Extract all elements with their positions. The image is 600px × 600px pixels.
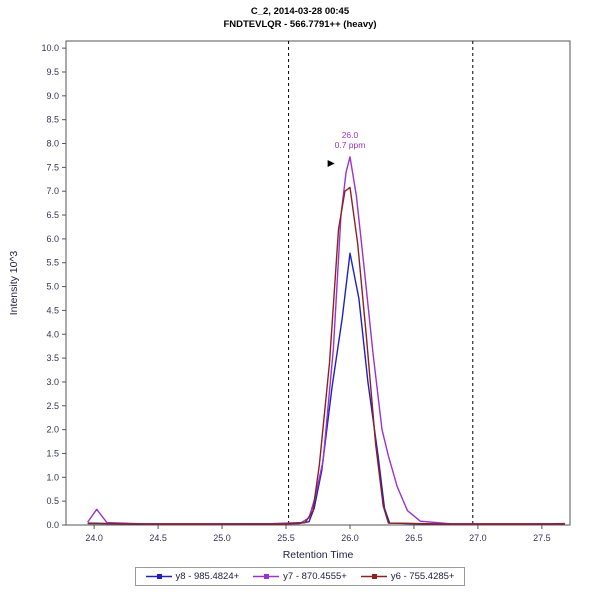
y-tick-label: 8.5 (46, 115, 59, 125)
y-tick-label: 3.5 (46, 353, 59, 363)
chart-header: C_2, 2014-03-28 00:45 FNDTEVLQR - 566.77… (0, 0, 600, 31)
x-tick-label: 25.5 (277, 533, 295, 543)
series-line-y6 (87, 186, 565, 525)
x-tick-label: 25.0 (213, 533, 231, 543)
x-axis-label: Retention Time (283, 549, 354, 561)
legend-label: y8 - 985.4824+ (175, 571, 240, 582)
chromatogram-chart[interactable]: 0.0 0.5 1.0 1.5 2.0 2.5 3.0 3.5 4.0 4.5 5.0 5.5 6.0 6… (0, 31, 600, 566)
y-tick-label: 0.5 (46, 496, 59, 506)
y-tick-label: 9.5 (46, 67, 59, 77)
legend-swatch-icon (253, 574, 280, 579)
legend-swatch-icon (145, 574, 172, 579)
x-tick-label: 24.0 (85, 533, 103, 543)
y-tick-label: 1.5 (46, 448, 59, 458)
legend-label: y7 - 870.4555+ (283, 571, 347, 582)
x-tick-label: 24.5 (149, 533, 167, 543)
y-tick-label: 3.0 (46, 377, 59, 387)
legend: y8 - 985.4824+ y7 - 870.4555+ y6 - 755.428… (134, 567, 466, 586)
y-tick-label: 1.0 (46, 472, 59, 482)
peak-apex-arrow-icon (327, 160, 335, 168)
y-tick-label: 5.0 (46, 282, 59, 292)
annotation-rt: 26.0 (342, 130, 359, 140)
y-tick-label: 8.0 (46, 139, 59, 149)
y-tick-label: 4.0 (46, 329, 59, 339)
x-tick-label: 27.0 (469, 533, 487, 543)
legend-swatch-icon (360, 574, 387, 579)
legend-row: y8 - 985.4824+ y7 - 870.4555+ y6 - 755.428… (0, 567, 600, 586)
chart-svg: 0.0 0.5 1.0 1.5 2.0 2.5 3.0 3.5 4.0 4.5 5.0 5.5 6.0 6… (8, 40, 571, 561)
legend-label: y6 - 755.4285+ (390, 571, 455, 582)
y-tick-label: 10.0 (41, 43, 59, 53)
y-tick-label: 5.5 (46, 258, 59, 268)
series-line-y7 (87, 156, 565, 525)
x-tick-label: 26.0 (341, 533, 359, 543)
legend-item: y6 - 755.4285+ (360, 571, 455, 582)
y-tick-label: 4.5 (46, 305, 59, 315)
chart-title-peptide: FNDTEVLQR - 566.7791++ (heavy) (223, 19, 377, 30)
plot-border (65, 40, 571, 526)
y-tick-label: 6.5 (46, 210, 59, 220)
x-tick-label: 26.5 (405, 533, 423, 543)
chart-title-replicate: C_2, 2014-03-28 00:45 (250, 6, 350, 17)
y-tick-label: 9.0 (46, 91, 59, 101)
y-tick-label: 2.0 (46, 425, 59, 435)
y-tick-label: 7.5 (46, 162, 59, 172)
annotation-ppm: 0.7 ppm (335, 140, 366, 150)
y-tick-label: 2.5 (46, 401, 59, 411)
y-tick-label: 0.0 (46, 520, 59, 530)
y-axis-label: Intensity 10^3 (8, 251, 20, 316)
y-tick-label: 6.0 (46, 234, 59, 244)
x-tick-label: 27.5 (533, 533, 551, 543)
y-tick-label: 7.0 (46, 186, 59, 196)
legend-item: y8 - 985.4824+ (145, 571, 240, 582)
legend-item: y7 - 870.4555+ (253, 571, 347, 582)
